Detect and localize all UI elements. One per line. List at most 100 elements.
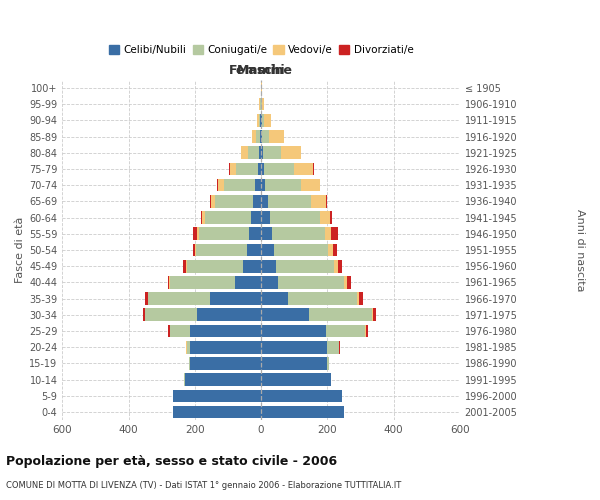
Bar xyxy=(185,374,261,386)
Bar xyxy=(264,162,293,175)
Bar xyxy=(189,357,190,370)
Bar xyxy=(261,406,344,418)
Bar xyxy=(334,260,338,272)
Bar xyxy=(276,260,334,272)
Bar xyxy=(241,146,248,159)
Bar xyxy=(259,98,260,110)
Bar xyxy=(173,406,261,418)
Bar xyxy=(258,162,261,175)
Bar xyxy=(331,228,338,240)
Text: COMUNE DI MOTTA DI LIVENZA (TV) - Dati ISTAT 1° gennaio 2006 - Elaborazione TUTT: COMUNE DI MOTTA DI LIVENZA (TV) - Dati I… xyxy=(6,480,401,490)
Bar xyxy=(328,357,329,370)
Bar xyxy=(218,179,224,192)
Bar xyxy=(261,308,309,321)
Bar xyxy=(261,276,278,288)
Bar xyxy=(256,130,260,143)
Bar xyxy=(259,146,261,159)
Bar xyxy=(339,341,340,353)
Bar xyxy=(262,114,265,126)
Bar xyxy=(359,292,363,305)
Bar xyxy=(261,162,264,175)
Bar xyxy=(274,244,328,256)
Bar xyxy=(311,195,326,207)
Bar xyxy=(251,212,261,224)
Y-axis label: Fasce di età: Fasce di età xyxy=(15,217,25,283)
Bar xyxy=(344,276,347,288)
Text: Maschi: Maschi xyxy=(236,64,285,76)
Y-axis label: Anni di nascita: Anni di nascita xyxy=(575,208,585,291)
Bar xyxy=(168,324,170,338)
Bar xyxy=(261,195,268,207)
Bar xyxy=(269,130,284,143)
Bar xyxy=(215,195,253,207)
Bar xyxy=(287,292,357,305)
Bar xyxy=(281,146,301,159)
Bar xyxy=(253,195,261,207)
Bar xyxy=(261,130,262,143)
Bar xyxy=(261,212,271,224)
Bar xyxy=(259,114,260,126)
Bar xyxy=(260,98,261,110)
Bar xyxy=(301,179,320,192)
Bar xyxy=(255,179,261,192)
Bar xyxy=(143,308,145,321)
Bar xyxy=(372,308,373,321)
Bar xyxy=(205,212,251,224)
Bar xyxy=(230,162,236,175)
Bar xyxy=(252,130,256,143)
Bar xyxy=(196,244,247,256)
Bar xyxy=(261,374,331,386)
Bar xyxy=(170,276,235,288)
Bar xyxy=(193,244,195,256)
Bar xyxy=(235,276,261,288)
Bar xyxy=(197,228,199,240)
Bar xyxy=(260,130,261,143)
Bar xyxy=(278,276,344,288)
Bar xyxy=(260,114,261,126)
Bar xyxy=(236,162,258,175)
Bar xyxy=(257,114,259,126)
Bar xyxy=(366,324,368,338)
Bar xyxy=(210,292,261,305)
Bar xyxy=(224,179,255,192)
Bar xyxy=(261,292,287,305)
Bar xyxy=(243,260,261,272)
Bar xyxy=(186,260,187,272)
Bar xyxy=(265,179,301,192)
Bar xyxy=(145,308,197,321)
Bar xyxy=(320,212,330,224)
Bar xyxy=(211,195,215,207)
Bar xyxy=(261,324,326,338)
Bar xyxy=(261,390,342,402)
Text: Popolazione per età, sesso e stato civile - 2006: Popolazione per età, sesso e stato civil… xyxy=(6,455,337,468)
Bar xyxy=(247,244,261,256)
Bar xyxy=(330,212,332,224)
Bar xyxy=(210,195,211,207)
Bar xyxy=(265,114,271,126)
Bar xyxy=(183,260,186,272)
Bar xyxy=(313,162,314,175)
Bar xyxy=(263,146,281,159)
Bar xyxy=(201,212,202,224)
Bar xyxy=(328,244,333,256)
Bar xyxy=(326,324,365,338)
Bar xyxy=(261,179,265,192)
Bar xyxy=(338,260,342,272)
Bar xyxy=(261,114,262,126)
Bar xyxy=(168,276,169,288)
Bar xyxy=(202,212,205,224)
Bar xyxy=(170,324,190,338)
Bar xyxy=(347,276,352,288)
Bar xyxy=(195,244,196,256)
Bar xyxy=(271,212,320,224)
Bar xyxy=(261,357,328,370)
Bar xyxy=(333,244,337,256)
Bar xyxy=(145,292,148,305)
Bar xyxy=(357,292,359,305)
Bar xyxy=(261,146,263,159)
Bar xyxy=(365,324,366,338)
Bar xyxy=(190,341,261,353)
Bar xyxy=(193,228,197,240)
Bar xyxy=(262,98,264,110)
Bar xyxy=(199,228,248,240)
